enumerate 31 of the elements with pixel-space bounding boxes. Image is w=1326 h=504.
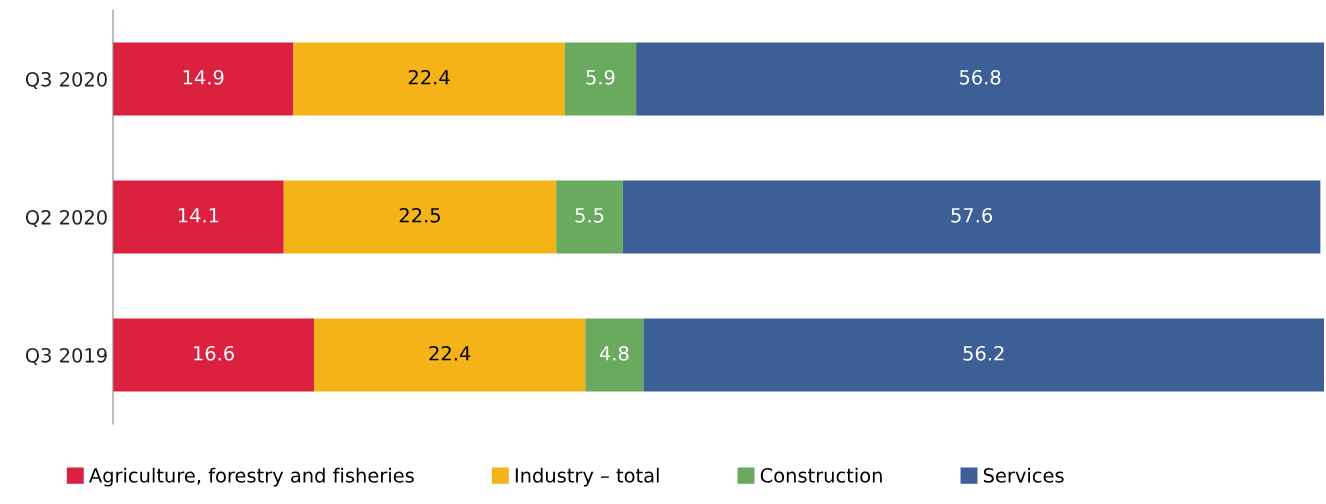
bar — [636, 42, 1324, 116]
data-label: 22.5 — [399, 207, 440, 223]
bar — [622, 180, 1321, 254]
data-label: 4.8 — [599, 345, 629, 361]
bar — [113, 180, 284, 254]
data-label: 56.8 — [959, 69, 1001, 85]
bar — [564, 42, 637, 116]
data-label: 14.9 — [183, 69, 224, 85]
legend-label: Agriculture, forestry and fisheries — [89, 467, 414, 487]
data-label: 5.5 — [575, 208, 604, 223]
y-tick-label: Q2 2020 — [25, 209, 107, 227]
data-label: 5.9 — [586, 69, 615, 85]
bar — [643, 318, 1324, 392]
data-label: 16.6 — [194, 345, 234, 361]
bar — [283, 180, 557, 254]
bar — [293, 42, 565, 116]
data-label: 14.1 — [178, 208, 219, 223]
y-tick-label: Q3 2019 — [25, 347, 107, 365]
legend-label: Construction — [760, 467, 882, 483]
bar — [113, 42, 294, 116]
legend-label: Industry – total — [515, 467, 659, 487]
data-label: 22.4 — [429, 345, 471, 361]
bar — [113, 318, 315, 392]
data-label: 22.4 — [408, 69, 450, 85]
bar — [585, 318, 644, 392]
bar — [314, 318, 586, 392]
data-label: 57.6 — [951, 207, 993, 223]
data-label: 56.2 — [963, 345, 1004, 361]
y-tick-label: Q3 2020 — [25, 71, 107, 89]
legend-label: Services — [983, 467, 1064, 483]
bar — [556, 180, 623, 254]
